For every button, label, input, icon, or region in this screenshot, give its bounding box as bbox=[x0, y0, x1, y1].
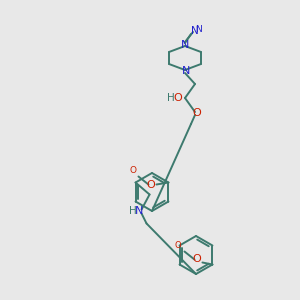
Text: O: O bbox=[192, 254, 201, 265]
Text: O: O bbox=[146, 179, 155, 190]
Text: O: O bbox=[174, 93, 182, 103]
Text: N: N bbox=[181, 40, 189, 50]
Text: O: O bbox=[130, 166, 137, 175]
Text: N: N bbox=[182, 66, 190, 76]
Text: H: H bbox=[129, 206, 136, 217]
Text: N: N bbox=[195, 25, 201, 34]
Text: H: H bbox=[167, 93, 175, 103]
Text: O: O bbox=[174, 241, 181, 250]
Text: N: N bbox=[191, 26, 199, 36]
Text: N: N bbox=[135, 206, 144, 217]
Text: O: O bbox=[193, 108, 201, 118]
